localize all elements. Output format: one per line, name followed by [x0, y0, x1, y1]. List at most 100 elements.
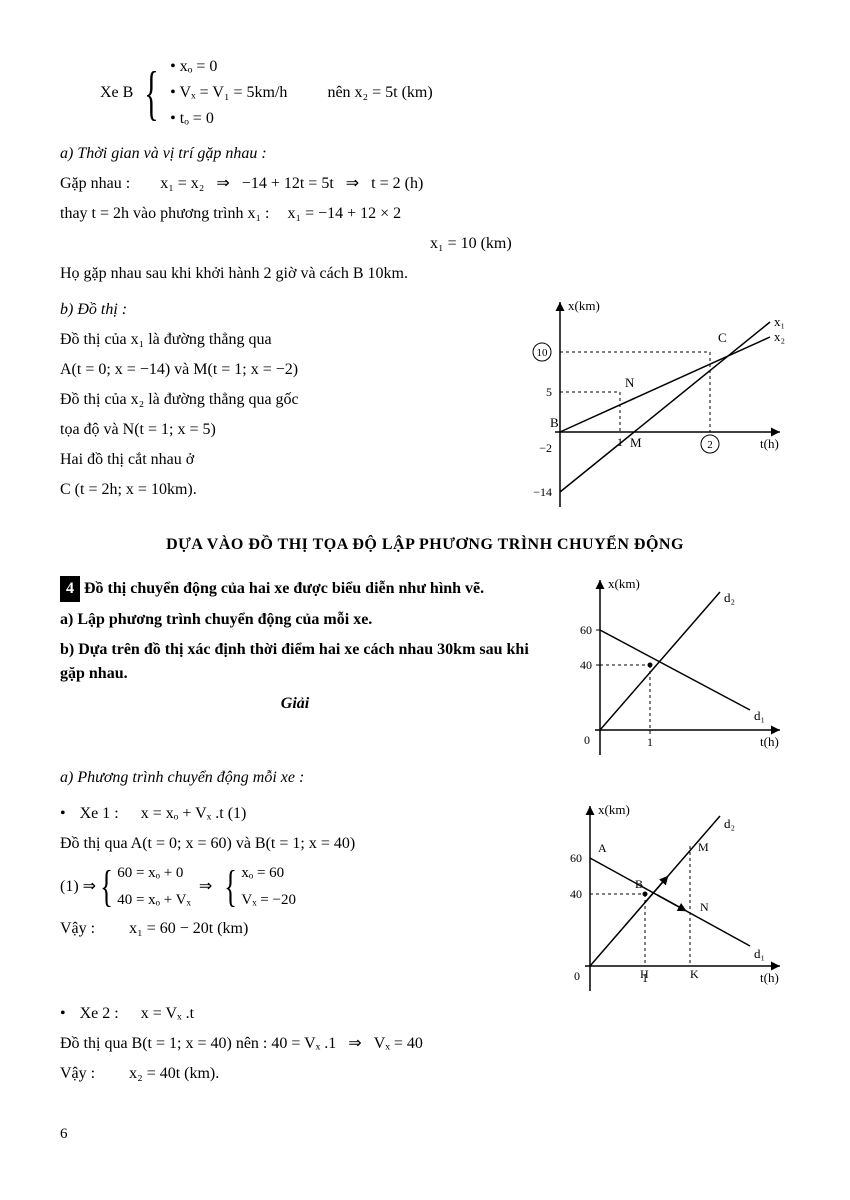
- pA-l1f: t = 2 (h): [371, 172, 423, 196]
- pA-l1b: x₁ = x₂: [160, 172, 204, 196]
- pA-l1e: ⇒: [346, 172, 359, 196]
- svg-text:d₂: d₂: [724, 816, 735, 831]
- left-brace-icon: {: [224, 865, 237, 909]
- vay1-eq: x₁ = 60 − 20t (km): [129, 920, 248, 937]
- svg-text:N: N: [625, 375, 635, 390]
- sol4a-block: Xe 1 : x = xₒ + Vₓ .t (1) Đồ thị qua A(t…: [60, 796, 790, 996]
- xe2-arrow: ⇒: [348, 1032, 361, 1056]
- pA-l2b: x₁ = −14 + 12 × 2: [288, 202, 402, 226]
- xeB-l2-row: • Vₓ = V₁ = 5km/h nên x₂ = 5t (km): [170, 84, 433, 102]
- p4-intro: Đồ thị chuyển động của hai xe được biểu …: [84, 580, 484, 597]
- xe1-lbl: Xe 1 :: [80, 805, 119, 822]
- svg-text:40: 40: [580, 658, 592, 672]
- svg-text:d₁: d₁: [754, 946, 765, 961]
- pA-l4: Họ gặp nhau sau khi khởi hành 2 giờ và c…: [60, 262, 790, 286]
- svg-text:5: 5: [546, 385, 552, 399]
- svg-text:d₂: d₂: [724, 590, 735, 605]
- svg-text:60: 60: [570, 851, 582, 865]
- b1-l2: 40 = xₒ + Vₓ: [117, 889, 191, 912]
- pB-l1: Đồ thị của x₁ là đường thẳng qua: [60, 328, 480, 352]
- p4-qa: a) Lập phương trình chuyển động của mỗi …: [60, 608, 530, 632]
- svg-text:x(km): x(km): [568, 298, 600, 313]
- xe1-eq: x = xₒ + Vₓ .t (1): [141, 805, 247, 822]
- svg-text:10: 10: [537, 347, 549, 359]
- pB-l3: Đồ thị của x₂ là đường thẳng qua gốc: [60, 388, 480, 412]
- xeB-result: nên x₂ = 5t (km): [327, 84, 432, 102]
- svg-text:−14: −14: [533, 485, 552, 499]
- vay2-lbl: Vậy :: [60, 1065, 95, 1082]
- pB-l5: Hai đồ thị cắt nhau ở: [60, 448, 480, 472]
- vay2-eq: x₂ = 40t (km).: [129, 1065, 219, 1082]
- svg-text:0: 0: [584, 733, 590, 747]
- page-number: 6: [60, 1126, 790, 1143]
- svg-text:M: M: [630, 435, 642, 450]
- svg-text:40: 40: [570, 887, 582, 901]
- vay1-line: Vậy : x₁ = 60 − 20t (km): [60, 917, 520, 941]
- vay2-line: Vậy : x₂ = 40t (km).: [60, 1062, 790, 1086]
- p4-intro-line: 4 Đồ thị chuyển động của hai xe được biể…: [60, 576, 530, 602]
- xe2-through: Đồ thị qua B(t = 1; x = 40) nên : 40 = V…: [60, 1032, 336, 1056]
- arrow-icon: ⇒: [199, 875, 212, 899]
- xe1-line: Xe 1 : x = xₒ + Vₓ .t (1): [60, 802, 520, 826]
- brace1-stack: 60 = xₒ + 0 40 = xₒ + Vₓ: [117, 862, 191, 911]
- svg-text:t(h): t(h): [760, 970, 779, 985]
- b1-l1: 60 = xₒ + 0: [117, 862, 191, 885]
- pB-l2: A(t = 0; x = −14) và M(t = 1; x = −2): [60, 358, 480, 382]
- pA-l3: x₁ = 10 (km): [430, 232, 790, 256]
- xeB-l3: • tₒ = 0: [170, 110, 433, 128]
- left-brace-icon: {: [145, 63, 159, 123]
- svg-text:N: N: [700, 900, 709, 914]
- partB-title: b) Đồ thị :: [60, 298, 480, 322]
- svg-text:t(h): t(h): [760, 734, 779, 749]
- svg-text:H: H: [640, 967, 649, 981]
- problem-number: 4: [60, 576, 80, 602]
- partA-title: a) Thời gian và vị trí gặp nhau :: [60, 142, 790, 166]
- xe2-res: Vₓ = 40: [374, 1032, 423, 1056]
- partA-eq1: Gặp nhau : x₁ = x₂ ⇒ −14 + 12t = 5t ⇒ t …: [60, 172, 790, 196]
- svg-text:B: B: [635, 877, 643, 891]
- svg-text:d₁: d₁: [754, 708, 765, 723]
- partB-block: b) Đồ thị : Đồ thị của x₁ là đường thẳng…: [60, 292, 790, 512]
- xeB-block: Xe B { • xₒ = 0 • Vₓ = V₁ = 5km/h nên x₂…: [100, 58, 790, 128]
- svg-text:60: 60: [580, 623, 592, 637]
- xe2-lbl: Xe 2 :: [80, 1005, 119, 1022]
- svg-text:2: 2: [707, 439, 713, 451]
- svg-text:1: 1: [647, 735, 653, 749]
- svg-text:t(h): t(h): [760, 436, 779, 451]
- problem4-block: 4 Đồ thị chuyển động của hai xe được biể…: [60, 570, 790, 760]
- svg-text:K: K: [690, 967, 699, 981]
- p4-qb: b) Dựa trên đồ thị xác định thời điểm ha…: [60, 638, 530, 686]
- xeB-label: Xe B: [100, 84, 133, 102]
- xe2-through-line: Đồ thị qua B(t = 1; x = 40) nên : 40 = V…: [60, 1032, 790, 1056]
- svg-text:A: A: [598, 841, 607, 855]
- bracket-1-label: (1) ⇒: [60, 875, 96, 899]
- xe2-line: Xe 2 : x = Vₓ .t: [60, 1002, 790, 1026]
- svg-text:x₂: x₂: [774, 329, 785, 344]
- pB-l6: C (t = 2h; x = 10km).: [60, 478, 480, 502]
- svg-text:x(km): x(km): [608, 576, 640, 591]
- vay1-lbl: Vậy :: [60, 920, 95, 937]
- brace2-stack: xₒ = 60 Vₓ = −20: [241, 862, 296, 911]
- svg-text:C: C: [718, 330, 727, 345]
- svg-text:x(km): x(km): [598, 802, 630, 817]
- sol4a-title: a) Phương trình chuyển động mỗi xe :: [60, 766, 790, 790]
- svg-text:0: 0: [574, 969, 580, 983]
- pA-l2a: thay t = 2h vào phương trình x₁ :: [60, 202, 270, 226]
- svg-text:M: M: [698, 840, 709, 854]
- section-title: DỰA VÀO ĐỒ THỊ TỌA ĐỘ LẬP PHƯƠNG TRÌNH C…: [60, 536, 790, 554]
- b2-l1: xₒ = 60: [241, 862, 296, 885]
- graph1: x(km)t(h)105−2−1412x₁x₂BNMC: [500, 292, 790, 512]
- left-brace-icon: {: [100, 865, 113, 909]
- pB-l4: tọa độ và N(t = 1; x = 5): [60, 418, 480, 442]
- xeB-l2: • Vₓ = V₁ = 5km/h: [170, 84, 287, 102]
- pA-l1c: ⇒: [216, 172, 229, 196]
- xe1-braces: (1) ⇒ { 60 = xₒ + 0 40 = xₒ + Vₓ ⇒ { xₒ …: [60, 862, 520, 911]
- xe2-eq: x = Vₓ .t: [141, 1005, 194, 1022]
- pA-l1a: Gặp nhau :: [60, 172, 130, 196]
- p4-giai: Giải: [60, 692, 530, 716]
- xeB-conditions: • xₒ = 0 • Vₓ = V₁ = 5km/h nên x₂ = 5t (…: [170, 58, 433, 128]
- graph2: x(km) t(h) 0 60 40 1 d₁ d₂: [550, 570, 790, 760]
- partA-eq2: thay t = 2h vào phương trình x₁ : x₁ = −…: [60, 202, 790, 226]
- pA-l1d: −14 + 12t = 5t: [242, 172, 334, 196]
- b2-l2: Vₓ = −20: [241, 889, 296, 912]
